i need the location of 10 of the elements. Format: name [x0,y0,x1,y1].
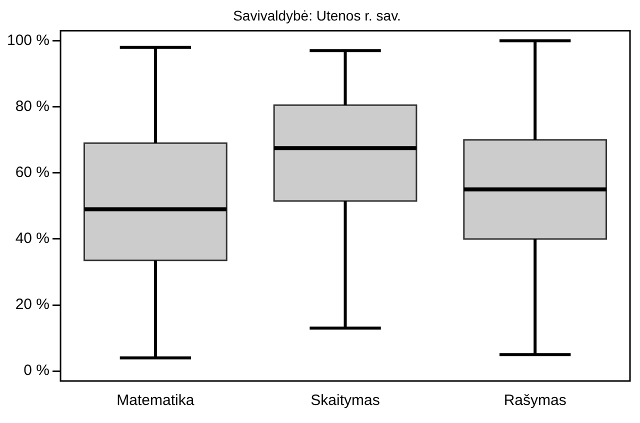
y-tick-label: 40 % [15,230,50,248]
y-tick-label: 20 % [15,296,50,314]
y-tick-label: 80 % [15,98,50,115]
chart-title: Savivaldybė: Utenos r. sav. [233,7,401,24]
x-tick-label: Matematika [116,392,195,410]
x-tick-label: Skaitymas [310,392,380,410]
y-tick-label: 100 % [6,32,50,49]
y-tick-label: 60 % [15,164,50,182]
y-tick-label: 0 % [24,362,50,380]
x-tick-label: Rašymas [504,392,566,410]
